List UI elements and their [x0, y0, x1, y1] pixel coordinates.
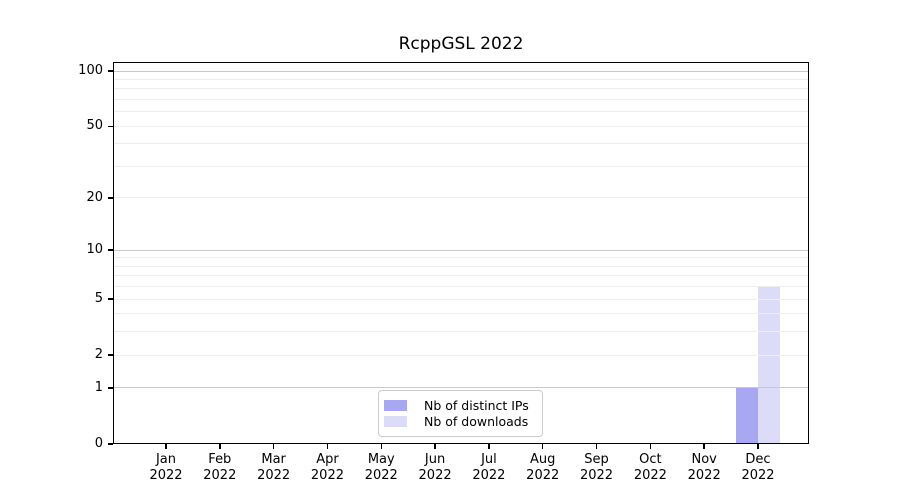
gridline-minor — [113, 88, 809, 90]
x-tick-label: Jul 2022 — [462, 452, 516, 484]
x-tick-month: Apr — [316, 452, 339, 467]
x-tick-label: Nov 2022 — [677, 452, 731, 484]
x-tick-month: Aug — [530, 452, 556, 467]
gridline-major — [113, 387, 809, 389]
x-tick-year: 2022 — [579, 468, 614, 483]
x-tick-month: Jul — [481, 452, 497, 467]
y-tick-label: 20 — [86, 189, 103, 205]
x-tick-label: May 2022 — [354, 452, 408, 484]
y-tick-label: 0 — [94, 436, 103, 451]
x-tick-mark — [541, 444, 544, 449]
x-tick-mark — [434, 444, 436, 449]
y-tick-mark — [108, 70, 113, 72]
x-tick-month: Dec — [745, 452, 771, 467]
x-tick-year: 2022 — [633, 468, 667, 483]
x-tick-year: 2022 — [364, 468, 398, 483]
gridline-minor — [113, 265, 809, 267]
y-tick-mark — [108, 249, 113, 251]
x-tick-year: 2022 — [149, 468, 183, 483]
legend-swatch-downloads — [384, 416, 407, 427]
x-tick-label: Jan 2022 — [139, 452, 193, 484]
gridline-minor — [113, 354, 809, 356]
x-tick-month: Feb — [208, 452, 232, 467]
y-tick-label: 50 — [86, 118, 103, 134]
y-tick-label: 10 — [86, 242, 103, 258]
x-tick-month: Oct — [639, 452, 662, 467]
gridline-minor — [113, 257, 809, 259]
legend-item-downloads: Nb of downloads — [384, 415, 536, 428]
legend-item-distinct-ips: Nb of distinct IPs — [384, 399, 536, 412]
y-tick-mark — [108, 197, 113, 199]
y-tick-label: 100 — [78, 63, 103, 79]
y-tick-mark — [108, 354, 113, 356]
x-tick-month: Jun — [424, 452, 446, 467]
x-tick-year: 2022 — [257, 468, 291, 483]
x-tick-label: Oct 2022 — [623, 452, 677, 484]
x-tick-label: Mar 2022 — [247, 452, 301, 484]
gridline-minor — [113, 166, 809, 167]
y-tick-mark — [108, 125, 113, 128]
y-tick-mark — [108, 298, 113, 300]
gridline-minor — [113, 78, 809, 80]
x-tick-mark — [326, 444, 329, 449]
x-tick-mark — [488, 444, 490, 449]
x-tick-label: Apr 2022 — [300, 452, 354, 484]
x-tick-year: 2022 — [687, 468, 721, 483]
legend: Nb of distinct IPs Nb of downloads — [378, 390, 543, 437]
bar-nb-of-distinct-ips-dec — [736, 387, 758, 444]
gridline-minor — [113, 197, 809, 199]
y-tick-label: 2 — [94, 347, 103, 363]
x-tick-mark — [649, 444, 652, 449]
y-tick-mark — [108, 443, 113, 445]
gridline-major — [113, 70, 809, 72]
x-tick-year: 2022 — [310, 468, 344, 483]
gridline-minor — [113, 125, 809, 127]
gridline-minor — [113, 286, 809, 288]
x-tick-mark — [595, 444, 598, 449]
legend-swatch-distinct-ips — [384, 400, 407, 411]
x-tick-label: Aug 2022 — [516, 452, 570, 484]
x-tick-month: Nov — [691, 452, 717, 467]
x-tick-mark — [757, 444, 759, 449]
x-tick-mark — [165, 444, 167, 449]
legend-label-distinct-ips: Nb of distinct IPs — [424, 398, 529, 413]
gridline-minor — [113, 99, 809, 101]
gridline-major — [113, 249, 809, 251]
legend-label-downloads: Nb of downloads — [424, 414, 529, 429]
chart-title: RcppGSL 2022 — [398, 34, 524, 54]
x-tick-year: 2022 — [741, 468, 775, 483]
gridline-minor — [113, 298, 809, 300]
gridline-minor — [113, 111, 809, 113]
gridline-minor — [113, 143, 809, 145]
gridline-minor — [113, 313, 809, 315]
x-tick-mark — [380, 444, 383, 449]
gridline-minor — [113, 275, 809, 277]
y-tick-label: 5 — [94, 291, 103, 307]
x-tick-mark — [219, 444, 221, 449]
plot-area — [113, 62, 809, 444]
x-tick-mark — [703, 444, 705, 449]
x-tick-year: 2022 — [418, 468, 452, 483]
x-tick-year: 2022 — [203, 468, 237, 483]
x-tick-label: Sep 2022 — [570, 452, 624, 484]
x-tick-year: 2022 — [526, 468, 560, 483]
bar-nb-of-downloads-dec — [758, 286, 780, 444]
x-tick-label: Jun 2022 — [408, 452, 462, 484]
x-tick-mark — [272, 444, 275, 449]
x-tick-month: Mar — [261, 452, 286, 467]
x-tick-label: Dec 2022 — [731, 452, 785, 484]
x-tick-year: 2022 — [472, 468, 506, 483]
x-tick-month: Sep — [584, 452, 609, 467]
y-tick-label: 1 — [94, 379, 103, 395]
y-tick-mark — [108, 387, 113, 389]
x-tick-label: Feb 2022 — [193, 452, 247, 484]
x-tick-month: May — [367, 452, 395, 467]
gridline-minor — [113, 331, 809, 333]
x-tick-month: Jan — [155, 452, 177, 467]
